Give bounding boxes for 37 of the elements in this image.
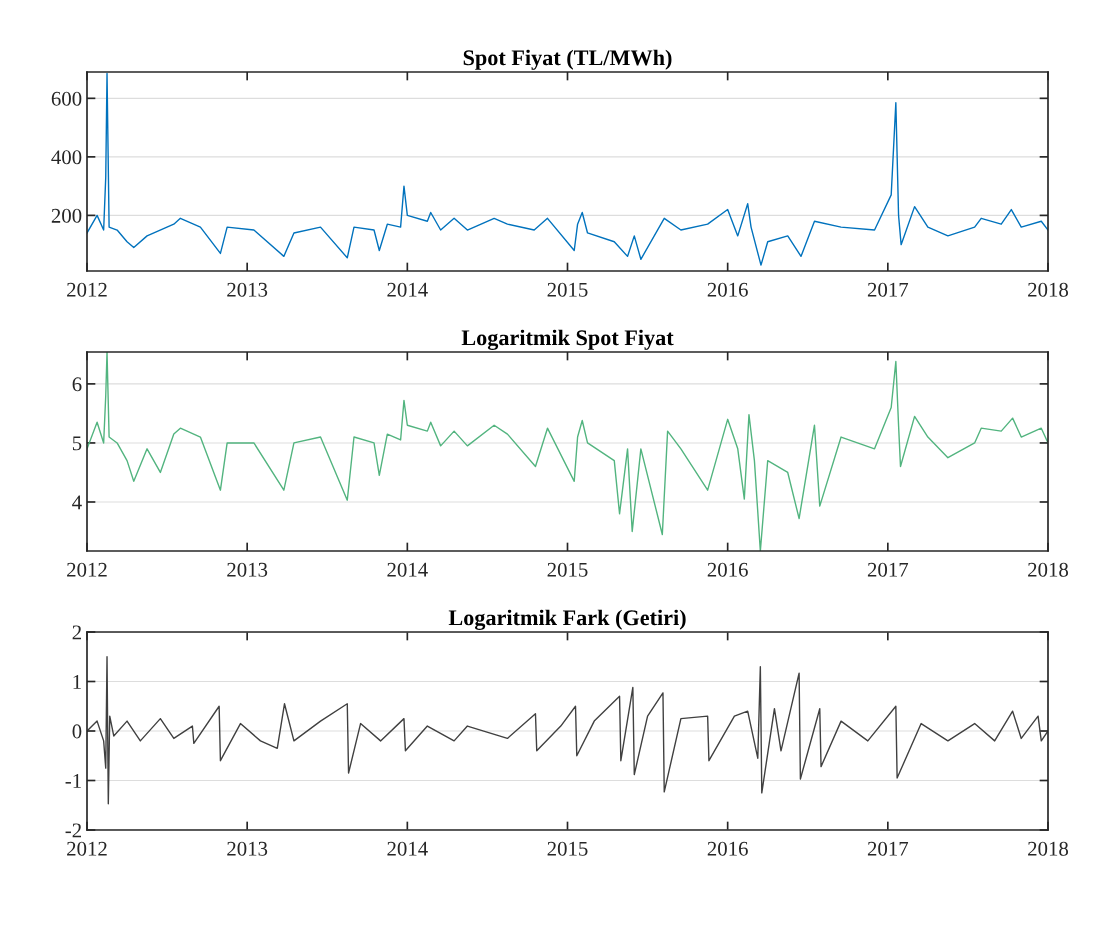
y-tick-label: 4 <box>72 495 82 510</box>
x-tick-label: 2013 <box>227 562 268 577</box>
x-tick-label: 2018 <box>1028 562 1069 577</box>
x-tick-label: 2018 <box>1028 841 1069 856</box>
x-tick-label: 2012 <box>67 282 107 297</box>
y-tick-label: 5 <box>72 436 82 451</box>
x-tick-label: 2014 <box>387 282 428 297</box>
chart-title: Logaritmik Fark (Getiri) <box>448 609 686 630</box>
x-tick-label: 2014 <box>387 562 428 577</box>
x-tick-label: 2015 <box>547 282 588 297</box>
x-tick-label: 2016 <box>707 282 748 297</box>
x-tick-label: 2012 <box>67 841 107 856</box>
y-tick-label: 200 <box>51 208 82 223</box>
chart-title: Logaritmik Spot Fiyat <box>461 329 674 350</box>
x-tick-label: 2018 <box>1028 282 1069 297</box>
line-series <box>87 656 1048 805</box>
x-tick-label: 2015 <box>547 562 588 577</box>
x-tick-label: 2013 <box>227 841 268 856</box>
line-series <box>87 352 1048 551</box>
y-tick-label: 2 <box>72 625 81 640</box>
y-tick-label: 6 <box>72 377 82 392</box>
x-tick-label: 2016 <box>707 841 748 856</box>
x-tick-label: 2013 <box>227 282 268 297</box>
x-tick-label: 2017 <box>867 282 909 297</box>
y-tick-label: 1 <box>73 674 81 689</box>
x-tick-label: 2012 <box>67 562 107 577</box>
x-tick-label: 2016 <box>707 562 748 577</box>
x-tick-label: 2017 <box>867 841 909 856</box>
chart-title: Spot Fiyat (TL/MWh) <box>463 49 672 70</box>
x-tick-label: 2015 <box>547 841 588 856</box>
y-tick-label: -1 <box>65 773 81 788</box>
x-tick-label: 2017 <box>867 562 909 577</box>
x-tick-label: 2014 <box>387 841 428 856</box>
y-tick-label: -2 <box>65 823 81 838</box>
y-tick-label: 0 <box>72 724 82 739</box>
y-tick-label: 600 <box>51 91 82 106</box>
y-tick-label: 400 <box>51 150 82 165</box>
